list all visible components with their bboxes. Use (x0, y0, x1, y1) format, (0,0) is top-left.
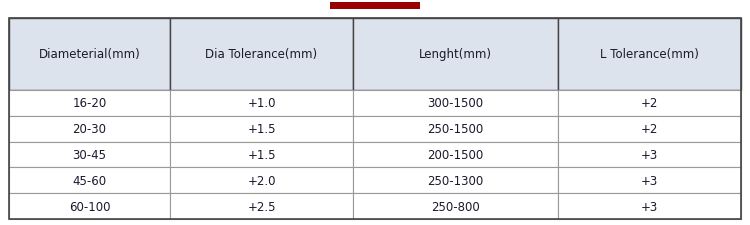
Bar (353, 194, 558, 219)
Text: +3: +3 (640, 174, 658, 187)
Bar (9, 19, 741, 219)
Bar (558, 168, 741, 194)
Text: 45-60: 45-60 (73, 174, 106, 187)
Text: Lenght(mm): Lenght(mm) (419, 48, 492, 61)
Text: +2.5: +2.5 (248, 200, 276, 213)
Text: +1.5: +1.5 (248, 148, 276, 161)
Text: 300-1500: 300-1500 (427, 97, 484, 110)
Bar (558, 116, 741, 142)
Bar (353, 116, 558, 142)
Bar (9, 142, 170, 168)
Bar (170, 116, 353, 142)
Text: Diameterial(mm): Diameterial(mm) (39, 48, 140, 61)
Bar (9, 19, 170, 90)
Bar (9, 116, 170, 142)
Bar (9, 90, 170, 116)
Bar (9, 168, 170, 194)
Bar (353, 19, 558, 90)
Text: 16-20: 16-20 (73, 97, 106, 110)
Bar (170, 194, 353, 219)
Text: 20-30: 20-30 (73, 122, 106, 135)
Text: Dia Tolerance(mm): Dia Tolerance(mm) (206, 48, 317, 61)
Bar (170, 19, 353, 90)
Bar (170, 142, 353, 168)
Bar (558, 90, 741, 116)
Text: 250-800: 250-800 (431, 200, 480, 213)
Text: +3: +3 (640, 200, 658, 213)
Bar (170, 90, 353, 116)
Bar (170, 168, 353, 194)
Text: +3: +3 (640, 148, 658, 161)
Text: +2.0: +2.0 (248, 174, 276, 187)
Bar (353, 90, 558, 116)
Text: 200-1500: 200-1500 (427, 148, 484, 161)
Bar (558, 194, 741, 219)
Text: 30-45: 30-45 (73, 148, 106, 161)
Bar (9, 194, 170, 219)
Text: 60-100: 60-100 (69, 200, 110, 213)
Text: +1.5: +1.5 (248, 122, 276, 135)
Text: +2: +2 (640, 97, 658, 110)
Bar (558, 142, 741, 168)
Text: L Tolerance(mm): L Tolerance(mm) (600, 48, 699, 61)
Bar (558, 19, 741, 90)
Bar (330, 3, 420, 10)
Bar (353, 142, 558, 168)
Text: 250-1500: 250-1500 (427, 122, 484, 135)
Text: +2: +2 (640, 122, 658, 135)
Text: +1.0: +1.0 (248, 97, 276, 110)
Text: 250-1300: 250-1300 (427, 174, 484, 187)
Bar (353, 168, 558, 194)
